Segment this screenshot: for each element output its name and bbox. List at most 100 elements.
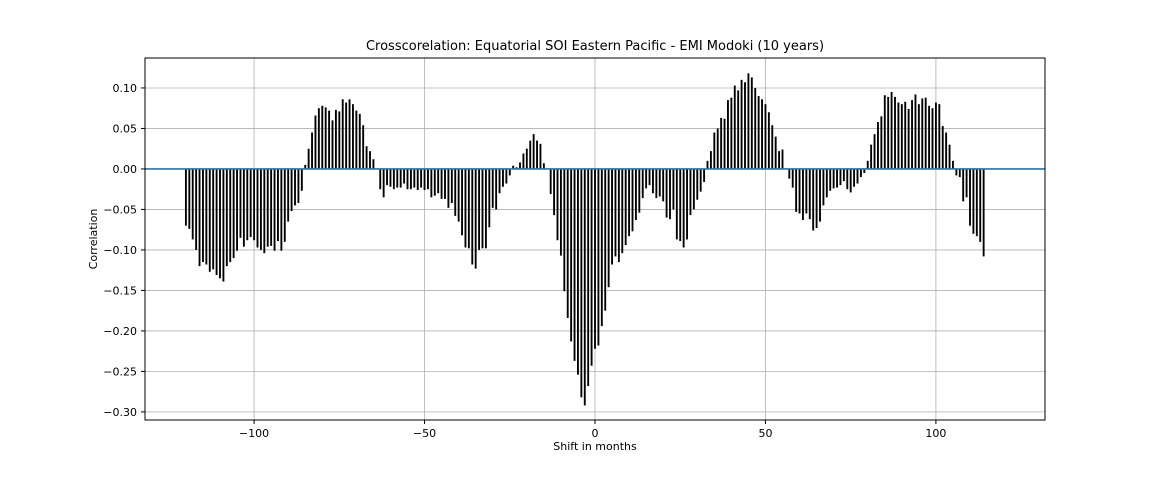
bar xyxy=(846,168,849,190)
bar xyxy=(184,168,187,226)
bar xyxy=(409,168,412,190)
bar xyxy=(331,120,334,169)
bar xyxy=(290,168,293,212)
bar xyxy=(229,168,232,263)
bar xyxy=(911,100,913,169)
bar xyxy=(952,160,954,169)
bar xyxy=(553,168,556,216)
bar xyxy=(849,168,852,193)
bar xyxy=(549,168,552,195)
bar xyxy=(508,168,511,176)
bar xyxy=(222,168,225,282)
bar xyxy=(484,168,487,249)
bar xyxy=(249,168,252,237)
bar xyxy=(317,108,320,169)
bar xyxy=(495,168,498,210)
bar xyxy=(413,168,416,188)
bar xyxy=(219,168,221,279)
bar xyxy=(839,168,842,186)
bar xyxy=(283,168,286,242)
bar xyxy=(822,168,825,206)
bar xyxy=(369,151,371,169)
bar xyxy=(825,168,828,198)
bar xyxy=(437,168,440,194)
bar xyxy=(829,168,832,191)
y-tick-label: −0.10 xyxy=(103,244,137,257)
bar xyxy=(716,128,719,169)
bar xyxy=(604,168,607,311)
bar xyxy=(539,143,542,169)
bar xyxy=(819,168,821,222)
bar xyxy=(348,99,351,169)
ticks: −100 −50 0 50 100 −0.30 −0.25 −0.20 −0.15 −0.10 −0… xyxy=(103,57,1046,440)
bar xyxy=(580,168,583,398)
bar xyxy=(430,168,433,198)
bar xyxy=(467,168,470,249)
bar xyxy=(583,168,586,406)
bar xyxy=(614,168,617,257)
bar xyxy=(962,168,965,202)
bar xyxy=(795,168,798,212)
bar xyxy=(788,168,791,179)
bar xyxy=(256,168,259,248)
bar xyxy=(645,168,648,189)
bar xyxy=(266,168,269,247)
bar xyxy=(972,168,975,234)
bar xyxy=(958,168,961,178)
x-tick-label: −50 xyxy=(413,427,436,440)
bar xyxy=(294,168,296,206)
y-tick-label: −0.25 xyxy=(103,365,137,378)
bar xyxy=(696,168,699,200)
bar xyxy=(652,168,654,194)
bar xyxy=(975,168,978,237)
bar xyxy=(433,168,436,196)
bar xyxy=(658,168,661,197)
bar xyxy=(464,168,467,248)
bar xyxy=(917,104,920,169)
bar xyxy=(328,110,331,169)
bar xyxy=(389,168,392,187)
bar xyxy=(740,79,743,169)
bar xyxy=(634,168,637,220)
bar xyxy=(529,140,532,169)
bar xyxy=(515,167,518,169)
bar xyxy=(280,168,283,251)
bar xyxy=(897,102,900,169)
bar xyxy=(195,168,198,250)
bar xyxy=(198,168,201,267)
bar xyxy=(621,168,624,254)
bar xyxy=(836,168,838,188)
bar xyxy=(638,168,641,213)
bar xyxy=(982,168,985,257)
bar xyxy=(444,168,446,199)
bar xyxy=(655,168,658,199)
bar xyxy=(665,168,668,218)
bar xyxy=(532,134,535,169)
bar xyxy=(556,168,559,241)
bar xyxy=(321,105,324,169)
bar xyxy=(488,168,491,228)
bar xyxy=(750,77,753,169)
bar xyxy=(427,168,429,190)
bar xyxy=(454,168,457,216)
bar xyxy=(215,168,218,276)
bar xyxy=(866,160,869,169)
bar xyxy=(311,132,313,169)
y-axis-label: Correlation xyxy=(87,209,100,270)
bar xyxy=(287,168,290,222)
bar xyxy=(611,168,613,265)
bar xyxy=(774,136,777,169)
bar xyxy=(559,168,562,256)
bar xyxy=(277,168,279,242)
bar xyxy=(965,168,968,198)
bar xyxy=(859,168,862,178)
bar xyxy=(273,168,276,251)
bar xyxy=(737,90,740,169)
bar xyxy=(406,168,409,190)
bar xyxy=(365,146,368,169)
bar xyxy=(478,168,481,250)
x-tick-label: 0 xyxy=(592,427,599,440)
bar xyxy=(703,168,706,182)
bar xyxy=(457,168,460,222)
